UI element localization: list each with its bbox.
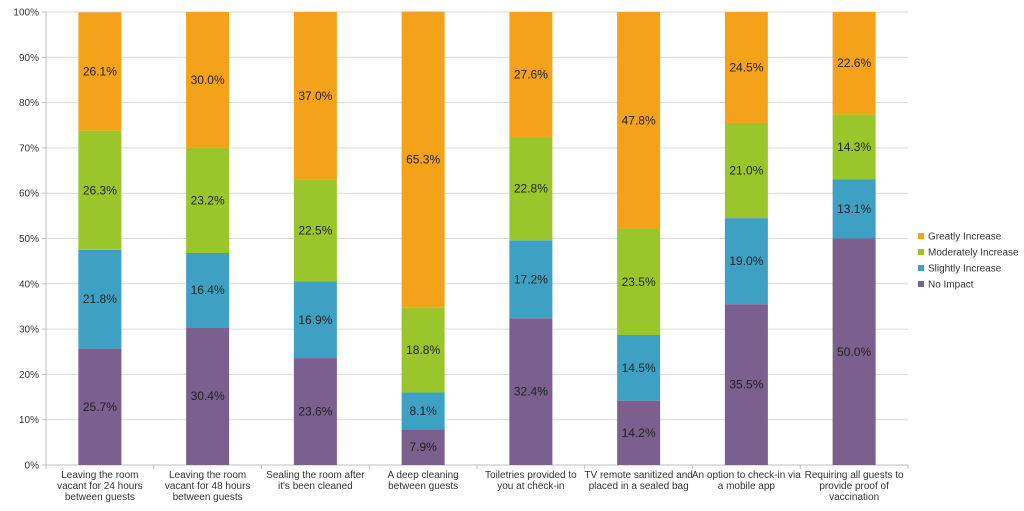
data-label: 47.8% [622,113,656,127]
bar-segment [293,12,337,180]
y-tick-label: 80% [19,98,39,109]
data-label: 19.0% [729,254,763,268]
data-label: 21.8% [83,292,117,306]
legend-swatch [918,233,924,239]
y-tick-label: 20% [19,370,39,381]
data-label: 23.5% [622,275,656,289]
y-tick-label: 100% [13,8,39,19]
bar-segment [832,12,876,115]
bar-segment [78,348,122,465]
data-label: 27.6% [514,68,548,82]
bar-segment [509,137,553,241]
legend-label: Greatly Increase [928,232,1002,243]
gridlines [46,11,908,466]
bar-segment [401,307,445,393]
y-tick-label: 30% [19,325,39,336]
y-tick-label: 0% [25,461,40,472]
y-tick-label: 70% [19,143,39,154]
bar-segment [401,392,445,430]
x-category-label: An option to check-in via a mobile app [692,470,801,492]
data-label: 7.9% [409,440,437,454]
legend-label: No Impact [928,280,974,291]
x-category-label: TV remote sanitized and placed in a seale… [584,470,692,492]
bar-segment [617,400,661,465]
bar-segment [724,218,768,305]
data-label: 30.4% [191,389,225,403]
data-label: 22.8% [514,182,548,196]
legend-label: Slightly Increase [928,264,1002,275]
bar-segment [509,240,553,319]
bar-segment [509,12,553,138]
data-labels: 25.7% 21.8% 26.3% 26.1% 30.4% 16.4% 23.2% 30.0%… [83,56,872,454]
bar-segment [186,147,230,253]
data-label: 26.1% [83,65,117,79]
bar-segment [401,11,445,308]
bar-segment [724,304,768,465]
bar-segment [832,114,876,180]
data-label: 23.6% [298,405,332,419]
y-tick-label: 50% [19,234,39,245]
bar-segment [509,318,553,465]
x-category-label: Leaving the room vacant for 48 hours betwe… [165,470,251,503]
legend: Greatly Increase Moderately Increase Sligh… [918,232,1019,291]
data-label: 16.9% [298,313,332,327]
bar-segment [186,12,230,148]
data-label: 22.5% [298,224,332,238]
y-tick-label: 10% [19,415,39,426]
bar-segment [78,130,122,250]
data-label: 65.3% [406,152,440,166]
data-label: 30.0% [191,73,225,87]
y-axis-ticks: 0% 10% 20% 30% 40% 50% 60% 70% 80% 90% 100% [13,8,909,472]
data-label: 32.4% [514,385,548,399]
bars [78,11,876,465]
legend-swatch [918,249,924,255]
x-axis-categories: Leaving the room vacant for 24 hours betwe… [57,470,904,503]
bar-segment [186,252,230,328]
legend-swatch [918,265,924,271]
data-label: 21.0% [729,164,763,178]
bar-segment [78,12,122,131]
data-label: 23.2% [191,193,225,207]
y-tick-label: 40% [19,279,39,290]
bar-segment [293,358,337,465]
bar-segment [617,334,661,401]
data-label: 22.6% [837,56,871,70]
data-label: 37.0% [298,89,332,103]
data-label: 25.7% [83,400,117,414]
data-label: 14.2% [622,426,656,440]
x-category-label: A deep cleaning between guests [388,470,459,492]
data-label: 8.1% [409,404,437,418]
data-label: 24.5% [729,60,763,74]
bar-segment [724,122,768,219]
bar-segment [186,327,230,465]
bar-segment [401,429,445,465]
y-tick-label: 90% [19,53,39,64]
data-label: 14.3% [837,140,871,154]
data-label: 35.5% [729,378,763,392]
y-tick-label: 60% [19,189,39,200]
x-category-label: Toiletries provided to you at check-in [485,470,577,492]
data-label: 13.1% [837,202,871,216]
x-category-label: Requiring all guests to provide proof of v… [805,470,904,503]
bar-segment [724,12,768,123]
x-category-label: Leaving the room vacant for 24 hours betwe… [57,470,143,503]
bar-segment [293,281,337,359]
bar-segment [832,238,876,465]
bar-segment [78,249,122,349]
bar-segment [293,179,337,282]
data-label: 50.0% [837,345,871,359]
data-label: 26.3% [83,183,117,197]
data-label: 17.2% [514,272,548,286]
bar-segment [617,228,661,335]
data-label: 18.8% [406,343,440,357]
x-category-label: Sealing the room after it's been cleaned [266,470,365,492]
data-label: 14.5% [622,361,656,375]
legend-label: Moderately Increase [928,248,1019,259]
bar-segment [832,179,876,239]
data-label: 16.4% [191,283,225,297]
legend-swatch [918,281,924,287]
bar-segment [617,12,661,229]
